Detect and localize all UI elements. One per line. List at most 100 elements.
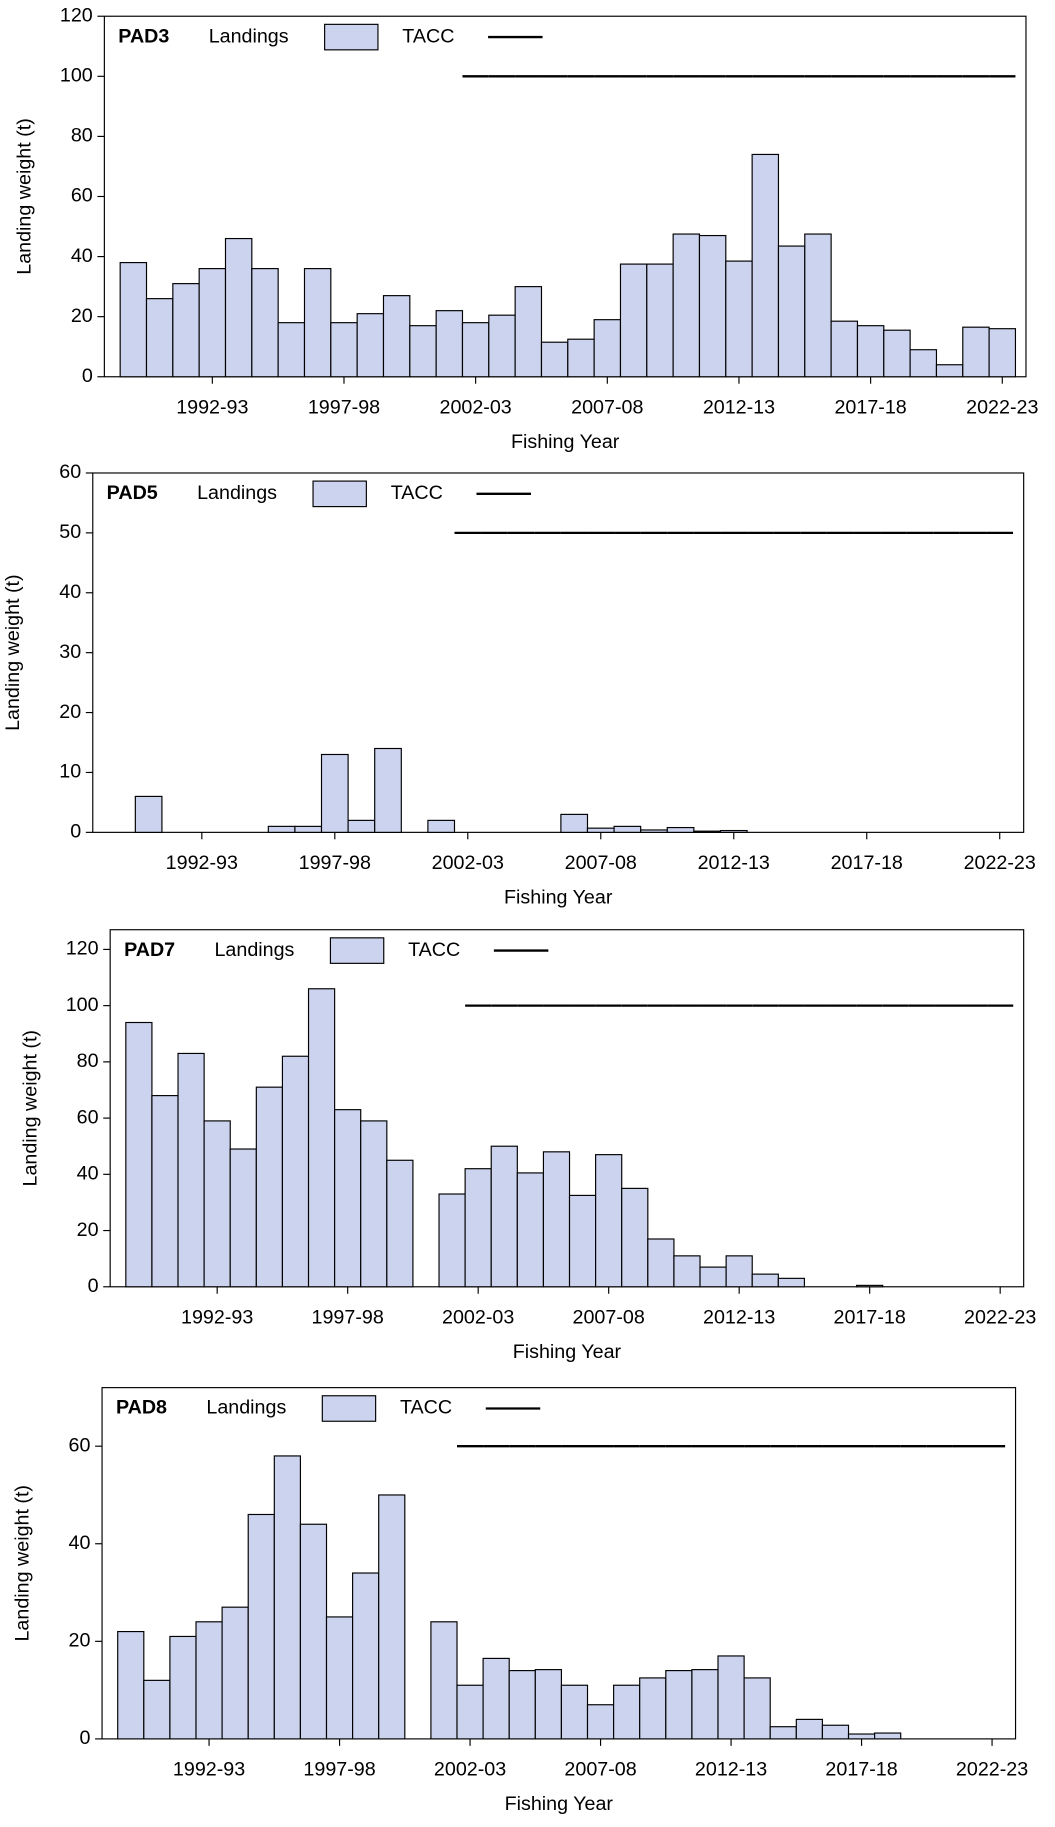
y-axis-label: Landing weight (t) <box>20 1030 42 1187</box>
legend-label: Landings <box>214 939 294 961</box>
bar <box>516 1172 545 1288</box>
y-tick-label: 40 <box>71 245 93 267</box>
x-tick-label: 2022-23 <box>964 852 1036 874</box>
bar <box>488 314 516 378</box>
legend-label: Landings <box>209 25 289 47</box>
bar <box>691 1669 719 1740</box>
bar <box>586 1704 615 1740</box>
legend-label: Landings <box>197 482 277 504</box>
x-tick-label: 2017-18 <box>831 852 903 874</box>
bar <box>134 795 163 833</box>
x-axis-label: Fishing Year <box>504 887 613 909</box>
bar <box>386 1159 414 1288</box>
y-tick-label: 40 <box>77 1163 99 1185</box>
bar <box>172 283 200 378</box>
bar <box>988 328 1017 378</box>
x-tick-label: 1997-98 <box>303 1758 375 1780</box>
bar <box>198 268 227 378</box>
bar <box>619 263 648 378</box>
x-tick-label: 2022-23 <box>966 396 1038 418</box>
bar <box>360 1120 388 1288</box>
bar <box>751 1273 779 1288</box>
bar <box>856 325 885 378</box>
bar <box>673 1255 701 1288</box>
bar <box>347 819 376 833</box>
bar <box>438 1193 466 1288</box>
bar <box>725 1255 753 1288</box>
y-tick-label: 20 <box>69 1630 91 1652</box>
x-axis-label: Fishing Year <box>505 1793 614 1815</box>
x-tick-label: 2007-08 <box>564 1758 636 1780</box>
bar <box>177 1052 205 1288</box>
bar <box>325 1616 354 1740</box>
bar <box>273 1455 301 1740</box>
bar <box>568 1194 597 1288</box>
x-tick-label: 2012-13 <box>703 1306 775 1328</box>
bar <box>145 298 174 378</box>
y-axis-label: Landing weight (t) <box>14 118 36 275</box>
x-tick-label: 2012-13 <box>703 396 775 418</box>
bar <box>482 1657 510 1740</box>
bar <box>962 326 990 378</box>
bar <box>277 322 306 378</box>
x-tick-label: 2017-18 <box>834 1306 906 1328</box>
bar <box>490 1145 518 1288</box>
x-tick-label: 2022-23 <box>964 1306 1036 1328</box>
bar <box>621 1187 649 1288</box>
bar <box>743 1677 771 1740</box>
plot-frame <box>92 472 1025 833</box>
bar <box>334 1109 362 1288</box>
x-tick-label: 1997-98 <box>308 396 380 418</box>
bar <box>847 1733 876 1740</box>
bar <box>640 829 668 833</box>
bar <box>717 1655 745 1740</box>
x-axis-label: Fishing Year <box>513 1341 622 1363</box>
bar <box>665 1670 693 1740</box>
y-tick-label: 60 <box>59 461 81 483</box>
bar <box>299 1523 328 1740</box>
bar <box>666 826 695 833</box>
x-tick-label: 2007-08 <box>571 396 643 418</box>
x-tick-label: 1992-93 <box>173 1758 245 1780</box>
bar <box>119 262 148 378</box>
bar <box>382 295 411 378</box>
bar <box>769 1726 797 1740</box>
bar <box>151 1095 179 1288</box>
legend-swatch <box>321 1395 377 1422</box>
y-tick-label: 120 <box>66 938 99 960</box>
bar <box>693 830 722 833</box>
bar <box>540 341 569 378</box>
y-tick-label: 20 <box>77 1219 99 1241</box>
bar <box>461 322 490 378</box>
bar <box>508 1670 536 1740</box>
y-tick-label: 60 <box>71 185 93 207</box>
y-tick-label: 0 <box>82 365 93 387</box>
bar <box>639 1677 667 1740</box>
panel: 0 20 40 60 80 100 120 1992-93 1997-98 2002-03 2007… <box>20 929 1036 1363</box>
panel-title: PAD3 <box>118 25 169 47</box>
bar <box>378 1494 406 1740</box>
bar <box>203 1120 231 1288</box>
bar <box>719 829 748 833</box>
bar <box>856 1284 884 1288</box>
bar <box>221 1606 249 1740</box>
bar <box>169 1635 197 1740</box>
x-tick-label: 2012-13 <box>698 852 770 874</box>
x-tick-label: 2002-03 <box>432 852 504 874</box>
x-tick-label: 1992-93 <box>166 852 238 874</box>
bar <box>909 349 938 378</box>
bar <box>464 1168 492 1288</box>
y-tick-label: 20 <box>71 305 93 327</box>
y-tick-label: 20 <box>59 701 81 723</box>
legend-label: TACC <box>408 939 460 961</box>
bar <box>409 325 437 378</box>
bar <box>330 322 358 378</box>
bar <box>143 1679 171 1740</box>
y-tick-label: 0 <box>70 821 81 843</box>
x-tick-label: 2012-13 <box>695 1758 767 1780</box>
panel: 0 10 20 30 40 50 60 1992-93 1997-98 2002-03 2007-0… <box>2 461 1036 908</box>
y-tick-label: 100 <box>66 994 99 1016</box>
bar <box>534 1669 562 1740</box>
bar <box>751 153 780 378</box>
